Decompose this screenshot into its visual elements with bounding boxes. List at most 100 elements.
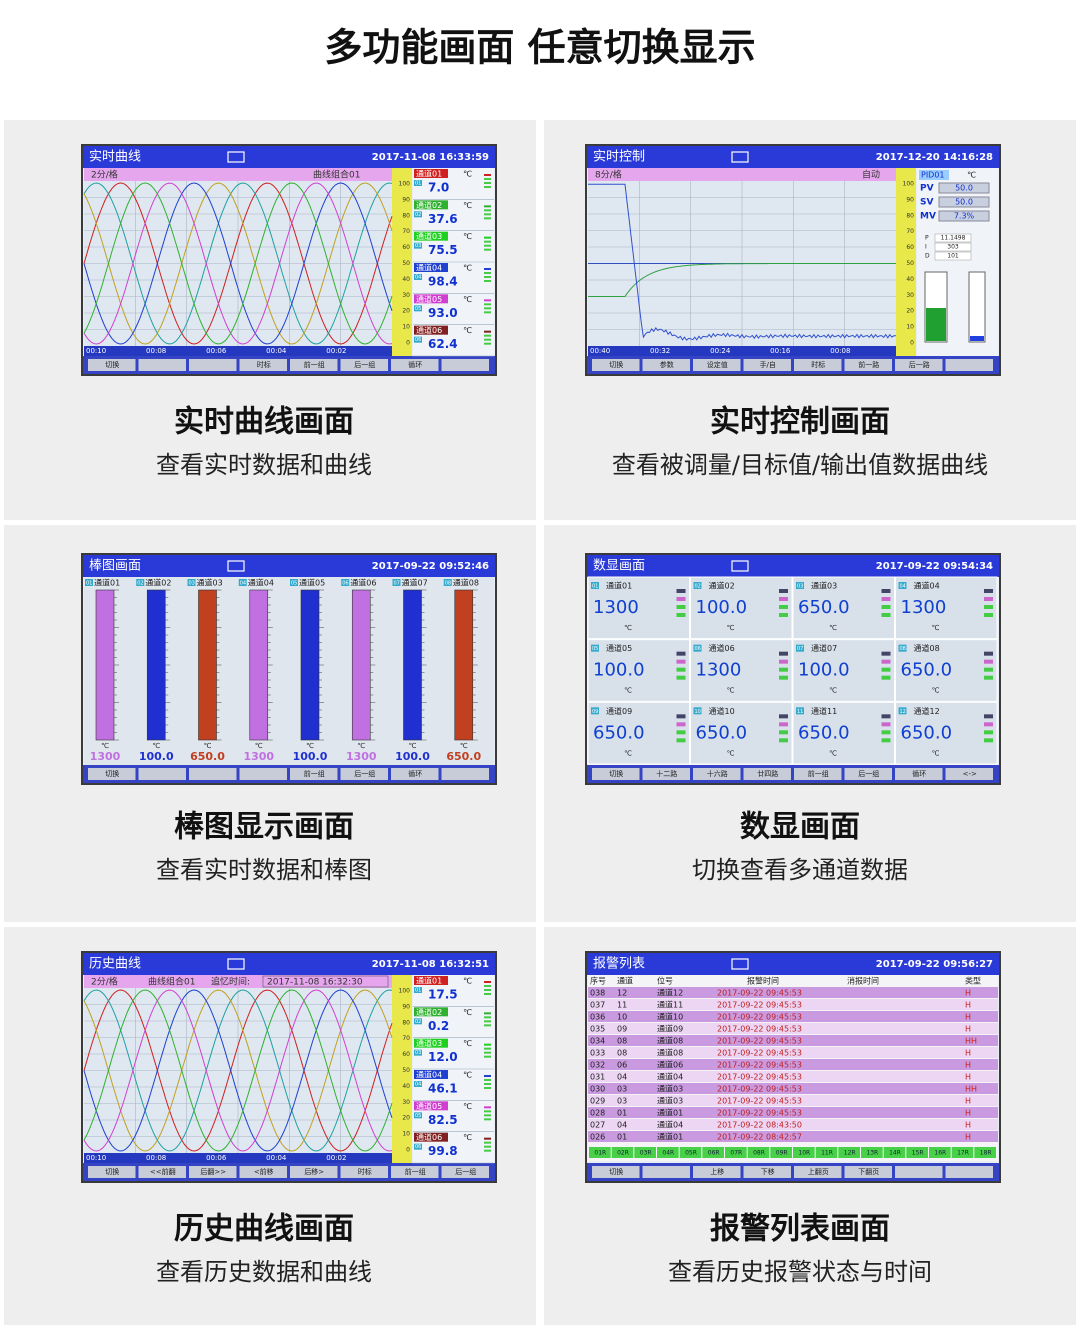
channel-value: 650.0	[446, 750, 481, 763]
soft-button[interactable]	[290, 768, 338, 780]
soft-button[interactable]	[743, 1166, 792, 1178]
channel-id: 05	[415, 306, 421, 312]
scale-label: 70	[402, 228, 410, 235]
soft-button[interactable]	[592, 768, 640, 780]
soft-button[interactable]	[895, 1166, 943, 1178]
alarm-type: H	[965, 989, 971, 998]
soft-button[interactable]	[189, 768, 237, 780]
alarm-type: HH	[965, 1085, 977, 1094]
soft-button[interactable]	[340, 768, 389, 780]
soft-button[interactable]	[642, 1166, 691, 1178]
level-dash	[484, 1020, 491, 1023]
level-dash	[676, 597, 686, 601]
soft-button[interactable]	[290, 1166, 338, 1178]
soft-button[interactable]	[189, 1166, 237, 1178]
soft-button[interactable]	[138, 1166, 187, 1178]
soft-button[interactable]	[693, 359, 741, 371]
soft-button[interactable]	[592, 359, 640, 371]
channel-name: 通道10	[709, 706, 735, 716]
digital-cell	[895, 639, 998, 702]
channel-id: 02	[137, 581, 143, 587]
channel-id-tag	[414, 305, 422, 312]
panel-description: 查看被调量/目标值/输出值数据曲线	[612, 451, 988, 479]
soft-button[interactable]	[743, 359, 792, 371]
channel-id-tag	[898, 582, 907, 589]
soft-button[interactable]	[88, 1166, 136, 1178]
channel-id-tag	[414, 180, 422, 186]
soft-button[interactable]	[391, 768, 439, 780]
level-dash	[984, 605, 993, 609]
soft-button[interactable]	[391, 359, 439, 371]
soft-button[interactable]	[895, 359, 943, 371]
soft-button[interactable]	[642, 768, 691, 780]
channel-id: 01	[86, 581, 92, 587]
soft-button[interactable]	[290, 359, 338, 371]
soft-button[interactable]	[642, 359, 691, 371]
alarm-row	[588, 1107, 998, 1118]
soft-button[interactable]	[88, 768, 136, 780]
soft-button[interactable]	[945, 768, 994, 780]
digital-cell	[587, 701, 690, 765]
channel-unit: ℃	[255, 742, 263, 750]
panel-description: 切换查看多通道数据	[692, 856, 908, 884]
soft-button[interactable]	[794, 1166, 842, 1178]
level-dash	[484, 205, 491, 208]
soft-button[interactable]	[441, 1166, 490, 1178]
channel-unit: ℃	[463, 295, 472, 304]
param-box	[938, 196, 990, 208]
level-dash	[484, 303, 491, 306]
level-dash	[484, 1016, 491, 1019]
scale-label: 40	[906, 276, 914, 283]
alarm-type: H	[965, 1001, 971, 1010]
alarm-row	[588, 1011, 998, 1022]
panel-caption: 棒图显示画面	[174, 810, 354, 845]
alarm-row	[588, 1071, 998, 1082]
level-dash	[881, 589, 891, 593]
soft-button[interactable]	[239, 768, 288, 780]
soft-button[interactable]	[340, 359, 389, 371]
soft-button[interactable]	[88, 359, 136, 371]
digital-cell	[792, 701, 895, 765]
soft-button[interactable]	[592, 1166, 640, 1178]
channel-tag	[414, 231, 448, 241]
soft-button[interactable]	[945, 359, 994, 371]
level-dash	[484, 1141, 491, 1144]
level-dash	[779, 589, 788, 593]
bar	[95, 589, 115, 741]
soft-button[interactable]	[743, 768, 792, 780]
channel-id-tag	[414, 987, 422, 993]
channel-name: 通道02	[416, 1007, 442, 1017]
button-label: 后翻>>	[200, 1167, 226, 1176]
button-label: <->	[963, 770, 977, 778]
soft-button[interactable]	[138, 359, 187, 371]
button-label: 后一组	[858, 769, 879, 778]
alarm-cell: 2017-09-22 09:45:53	[717, 1013, 802, 1022]
alarm-cell: 08	[617, 1037, 627, 1046]
soft-button[interactable]	[239, 1166, 288, 1178]
soft-button[interactable]	[794, 768, 842, 780]
soft-button[interactable]	[844, 359, 893, 371]
time-label: 00:08	[830, 347, 850, 355]
scale-label: 0	[406, 340, 410, 347]
soft-button[interactable]	[844, 768, 893, 780]
soft-button[interactable]	[239, 359, 288, 371]
scale-label: 40	[402, 1083, 410, 1090]
button-label: 时标	[811, 360, 825, 369]
soft-button[interactable]	[895, 768, 943, 780]
soft-button[interactable]	[844, 1166, 893, 1178]
soft-button[interactable]	[441, 359, 490, 371]
soft-button[interactable]	[441, 768, 490, 780]
level-dash	[484, 1047, 491, 1050]
soft-button[interactable]	[693, 768, 741, 780]
soft-button[interactable]	[945, 1166, 994, 1178]
channel-tag	[414, 1132, 448, 1142]
soft-button[interactable]	[189, 359, 237, 371]
soft-button[interactable]	[340, 1166, 389, 1178]
soft-button[interactable]	[391, 1166, 439, 1178]
soft-button[interactable]	[693, 1166, 741, 1178]
level-dash	[984, 738, 993, 743]
level-dash	[484, 268, 491, 270]
scale-strip	[392, 168, 412, 356]
soft-button[interactable]	[794, 359, 842, 371]
soft-button[interactable]	[138, 768, 187, 780]
